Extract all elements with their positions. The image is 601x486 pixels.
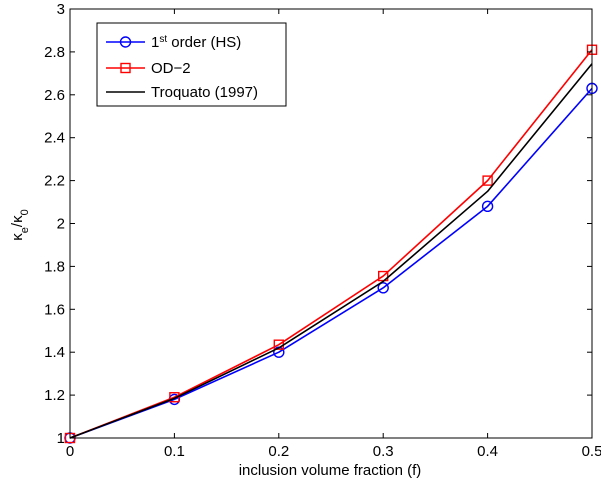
- legend-marker-series-2: [120, 62, 131, 74]
- x-tick-label: 0.4: [477, 443, 498, 460]
- series-2-point: [169, 392, 180, 403]
- y-tick-label: 1: [57, 430, 65, 447]
- y-tick-label: 2: [57, 216, 65, 233]
- series-line-3: [69, 63, 593, 439]
- series-line-1: [69, 87, 593, 439]
- series-1-point: [481, 200, 494, 213]
- series-2-point: [482, 175, 493, 186]
- y-tick-label: 3: [57, 1, 65, 18]
- x-tick-label: 0.3: [373, 443, 394, 460]
- y-tick-label: 1.6: [44, 301, 65, 318]
- x-tick-label: 0.1: [164, 443, 185, 460]
- series-line-2: [69, 49, 593, 439]
- x-tick-label: 0.5: [582, 443, 601, 460]
- legend-label-series-2: OD−2: [151, 60, 191, 77]
- x-axis-title: inclusion volume fraction (f): [239, 462, 422, 479]
- y-tick-label: 2.4: [44, 130, 65, 147]
- y-tick-label: 2.6: [44, 87, 65, 104]
- legend: 1st order (HS) OD−2 Troquato (1997): [96, 22, 287, 107]
- legend-label-series-1: 1st order (HS): [151, 34, 241, 52]
- y-tick-label: 1.8: [44, 258, 65, 275]
- x-tick-label: 0: [66, 443, 74, 460]
- y-tick-label: 1.2: [44, 387, 65, 404]
- y-axis-title: κe/κ0: [9, 209, 31, 240]
- series-1-point: [377, 282, 389, 294]
- legend-label-series-3: Troquato (1997): [151, 84, 258, 101]
- legend-marker-series-1: [119, 36, 132, 48]
- axes-layer: 0 0.1 0.2 0.3 0.4 0.5 1 1.2 1.4 1.6 1.8 2 2.2 2.4 2.6 2…: [44, 1, 601, 460]
- series-layer: [64, 44, 598, 444]
- x-tick-label: 0.2: [268, 443, 289, 460]
- y-tick-label: 2.8: [44, 44, 65, 61]
- y-tick-label: 1.4: [44, 344, 65, 361]
- y-tick-label: 2.2: [44, 173, 65, 190]
